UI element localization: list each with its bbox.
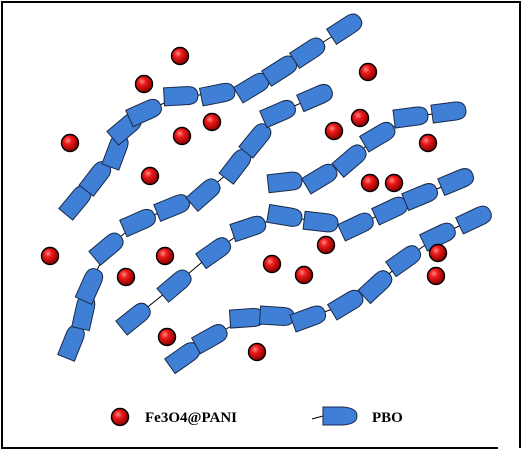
particle-icon <box>358 62 378 82</box>
particle-icon <box>360 173 380 193</box>
particle-icon <box>418 133 438 153</box>
pbo-segment <box>198 82 236 107</box>
pbo-segment <box>258 305 295 326</box>
pbo-segment <box>88 232 124 266</box>
pbo-segment <box>437 168 474 197</box>
particle-icon <box>350 108 370 128</box>
particle-icon <box>247 342 267 362</box>
particle-icon <box>155 246 175 266</box>
particle-icon <box>40 246 60 266</box>
particle-icon <box>316 235 336 255</box>
particle-icon <box>202 112 222 132</box>
legend-segment-tail <box>311 415 324 420</box>
pbo-chains <box>57 13 492 375</box>
pbo-segment <box>115 302 151 336</box>
pbo-segment <box>357 270 393 305</box>
pbo-segment <box>337 212 374 242</box>
pbo-segment <box>266 171 303 194</box>
pbo-segment <box>163 86 199 107</box>
particle-icon <box>116 267 136 287</box>
pbo-segment <box>185 178 221 213</box>
pbo-segment <box>300 163 338 195</box>
pbo-segment <box>156 269 192 303</box>
pbo-segment <box>266 203 303 227</box>
particle-icon <box>384 173 404 193</box>
pbo-segment <box>296 83 333 113</box>
legend-particle-icon <box>110 407 130 427</box>
pbo-segment <box>455 205 492 235</box>
pbo-segment <box>119 208 156 238</box>
particle-icon <box>140 166 160 186</box>
particle-icon <box>294 265 314 285</box>
pbo-segment <box>125 98 162 128</box>
particle-icon <box>170 46 190 66</box>
particle-icon <box>324 121 344 141</box>
pbo-segment <box>392 106 429 129</box>
particle-icon <box>262 254 282 274</box>
pbo-segment <box>289 305 327 333</box>
legend-segment-icon <box>322 406 358 426</box>
particle-icon <box>134 74 154 94</box>
pbo-segment <box>358 121 396 153</box>
pbo-segment <box>288 37 326 69</box>
pbo-segment <box>419 222 456 252</box>
fe3o4-pani-particles <box>40 46 448 362</box>
pbo-segment <box>153 194 191 223</box>
pbo-segment <box>331 144 367 178</box>
pbo-segment <box>228 308 265 329</box>
pbo-segment <box>326 289 364 321</box>
pbo-segment <box>325 13 363 45</box>
pbo-segment <box>190 324 228 355</box>
pbo-segment <box>195 237 232 270</box>
legend-segment-label: PBO <box>372 410 403 426</box>
chain-line <box>182 218 475 358</box>
particle-icon <box>426 266 446 286</box>
pbo-segment <box>229 215 267 243</box>
pbo-segment <box>74 268 104 305</box>
pbo-segment <box>430 101 467 124</box>
pbo-segment <box>302 210 339 233</box>
legend-particle-label: Fe3O4@PANI <box>145 410 237 426</box>
particle-icon <box>157 327 177 347</box>
pbo-segment <box>385 245 422 278</box>
particle-icon <box>172 126 192 146</box>
legend: Fe3O4@PANI PBO <box>110 406 403 427</box>
pbo-segment <box>401 183 438 212</box>
particle-icon <box>60 133 80 153</box>
particle-icon <box>428 243 448 263</box>
pbo-segment <box>259 99 296 129</box>
